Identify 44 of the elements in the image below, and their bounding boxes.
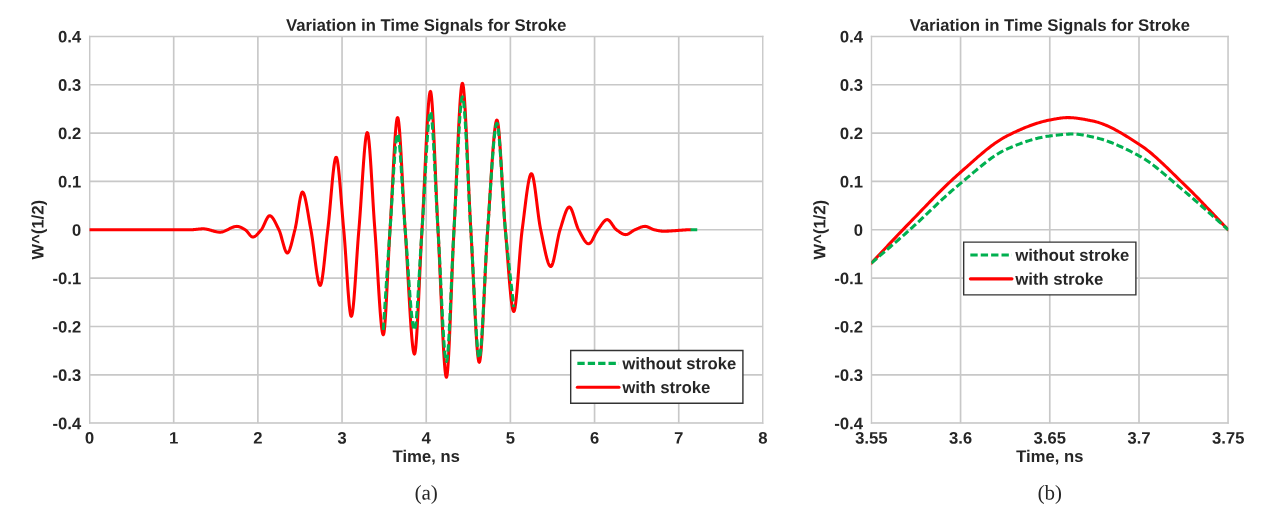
text: (a) <box>415 485 437 504</box>
x-tick-label: 3.6 <box>949 431 972 444</box>
chart-title: Variation in Time Signals for Stroke <box>286 18 566 35</box>
y-tick-label: 0 <box>72 224 81 236</box>
x-tick-label: 7 <box>674 432 683 444</box>
y-tick-label: 0.2 <box>58 127 81 140</box>
x-tick-label: 3.7 <box>1127 431 1150 444</box>
y-axis-title: W^(1/2) <box>31 200 47 260</box>
legend-label: with stroke <box>622 380 710 394</box>
x-tick-label: 3.65 <box>1033 431 1066 444</box>
y-tick-label: -0.1 <box>53 272 81 285</box>
x-axis-title: Time, ns <box>392 449 460 465</box>
y-tick-label: -0.2 <box>834 320 863 333</box>
y-tick-label: -0.3 <box>53 369 81 382</box>
y-tick-label: 0.2 <box>840 127 863 140</box>
y-axis-title: W^(1/2) <box>813 200 829 260</box>
y-tick-label: 0.4 <box>58 30 82 43</box>
text: (b) <box>1038 485 1062 504</box>
y-tick-label: -0.4 <box>834 417 863 430</box>
y-tick-label: -0.3 <box>834 369 863 382</box>
legend-label: without stroke <box>1015 248 1129 261</box>
x-tick-label: 6 <box>590 431 599 444</box>
y-tick-label: 0.3 <box>58 79 81 91</box>
x-tick-label: 5 <box>506 432 515 444</box>
chart-title: Variation in Time Signals for Stroke <box>909 18 1190 35</box>
x-tick-label: 3.75 <box>1212 431 1244 444</box>
y-tick-label: 0 <box>854 224 863 236</box>
x-tick-label: 8 <box>758 431 768 444</box>
x-tick-label: 0 <box>85 431 94 444</box>
y-tick-label: 0.4 <box>840 30 863 43</box>
x-tick-label: 3 <box>337 431 347 444</box>
y-tick-label: 0.3 <box>840 79 863 91</box>
legend-label: without stroke <box>622 357 736 370</box>
x-axis-title: Time, ns <box>1016 449 1083 465</box>
x-tick-label: 3.55 <box>855 431 888 444</box>
legend-label: with stroke <box>1015 272 1103 285</box>
y-tick-label: -0.4 <box>53 417 82 430</box>
y-tick-label: -0.1 <box>834 272 863 285</box>
y-tick-label: 0.1 <box>840 175 863 188</box>
y-tick-label: 0.1 <box>58 175 81 188</box>
x-tick-label: 4 <box>421 432 431 444</box>
x-tick-label: 2 <box>253 431 262 444</box>
y-tick-label: -0.2 <box>53 320 81 333</box>
x-tick-label: 1 <box>170 432 178 444</box>
